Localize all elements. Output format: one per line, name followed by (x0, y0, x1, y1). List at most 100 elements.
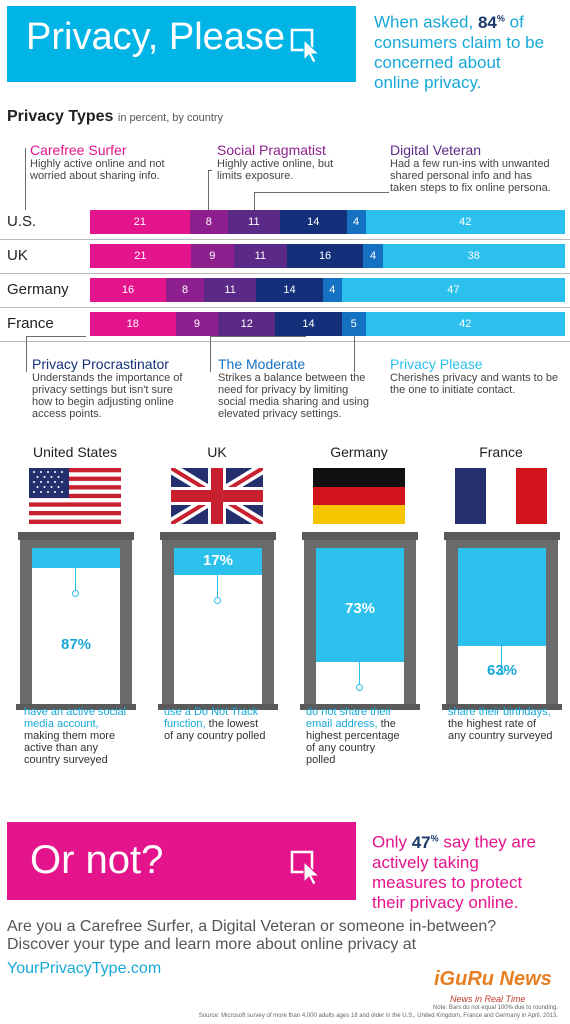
privacy-type-link[interactable]: YourPrivacyType.com (7, 960, 162, 977)
connector-line (26, 336, 86, 337)
bar-segment: 8 (166, 278, 204, 302)
row-label: Germany (7, 281, 69, 298)
page-title: Privacy, Please (26, 16, 286, 58)
country-percentage: 63% (486, 662, 518, 679)
blind-cord (359, 662, 360, 684)
country-note: use a Do Not Track function, the lowest … (164, 706, 266, 742)
germany-flag (313, 468, 405, 524)
type-privacy-procrastinator: Privacy Procrastinator Understands the i… (32, 356, 183, 420)
bar-segment: 21 (90, 244, 191, 268)
iguru-logo: iGuRu News (434, 968, 552, 990)
window-sill (442, 704, 562, 710)
section-title: Privacy Types in percent, by country (7, 108, 224, 125)
bar-value-label: 4 (369, 250, 377, 262)
window-lintel (160, 532, 276, 540)
window-pane: 87% (32, 548, 120, 704)
header-banner (7, 6, 356, 82)
blind-pull-ring (72, 590, 79, 597)
country-name: France (479, 444, 523, 460)
blind-cord (217, 575, 218, 597)
blind-pull-ring (214, 597, 221, 604)
footnote-note: Note: Bars do not equal 100% due to roun… (432, 1005, 558, 1011)
type-privacy-please: Privacy Please Cherishes privacy and wan… (390, 356, 559, 396)
footnote-source: Source: Microsoft survey of more than 4,… (198, 1013, 558, 1019)
bar-value-label: 9 (209, 250, 216, 262)
bar-value-label: 42 (459, 216, 472, 228)
country-name: Germany (330, 444, 388, 460)
france-flag (455, 468, 547, 524)
connector-line (254, 192, 255, 210)
row-separator (0, 307, 570, 308)
connector-line (254, 192, 389, 193)
window-blind (174, 548, 262, 575)
country-percentage: 87% (60, 636, 92, 653)
row-separator (0, 239, 570, 240)
bar-segment: 14 (275, 312, 342, 336)
stacked-bar: 21 9 11 16 4 38 (90, 244, 565, 268)
bar-segment: 14 (256, 278, 323, 302)
stacked-bar: 21 8 11 14 4 42 (90, 210, 565, 234)
window-sill (300, 704, 420, 710)
type-digital-veteran: Digital Veteran Had a few run-ins with u… (390, 142, 551, 194)
bar-segment: 12 (218, 312, 276, 336)
bar-value-label: 11 (224, 284, 236, 296)
ornot-banner (7, 822, 356, 900)
type-the-moderate: The Moderate Strikes a balance between t… (218, 356, 370, 420)
bar-value-label: 9 (193, 318, 200, 330)
bar-segment: 9 (190, 244, 234, 268)
bar-segment: 42 (365, 312, 565, 336)
window-lintel (302, 532, 418, 540)
bar-value-label: 47 (447, 284, 460, 296)
country-note: share their birthdays, the highest rate … (448, 706, 553, 742)
window-illustration: 63% (442, 532, 562, 710)
window-illustration: 87% (16, 532, 136, 710)
bar-value-label: 14 (302, 318, 315, 330)
row-label: U.S. (7, 213, 37, 230)
stacked-bar: 18 9 12 14 5 42 (90, 312, 565, 336)
bar-value-label: 12 (240, 318, 253, 330)
bar-segment: 4 (322, 278, 342, 302)
bar-value-label: 4 (352, 216, 360, 228)
row-separator (0, 341, 570, 342)
stacked-bar: 16 8 11 14 4 47 (90, 278, 565, 302)
window-pane: 63% (458, 548, 546, 704)
bar-value-label: 5 (350, 318, 357, 330)
window-illustration: 73% (300, 532, 420, 710)
blind-cord (501, 646, 502, 668)
bar-value-label: 16 (121, 284, 135, 296)
type-social-pragmatist: Social Pragmatist Highly active online, … (217, 142, 334, 182)
cursor-click-icon (290, 850, 321, 886)
header-stat: When asked, 84% of consumers claim to be… (374, 12, 545, 92)
connector-line (25, 148, 26, 210)
connector-line (208, 170, 212, 171)
bar-value-label: 21 (134, 250, 147, 262)
bar-value-label: 11 (248, 216, 260, 228)
window-pane: 73% (316, 548, 404, 704)
connector-line (208, 170, 209, 210)
bar-segment: 21 (90, 210, 190, 234)
blind-pull-ring (498, 668, 505, 675)
bar-segment: 16 (90, 278, 166, 302)
bar-segment: 18 (90, 312, 176, 336)
bar-segment: 42 (365, 210, 565, 234)
type-carefree-surfer: Carefree Surfer Highly active online and… (30, 142, 165, 182)
window-sill (16, 704, 136, 710)
connector-line (210, 336, 306, 337)
bar-segment: 9 (175, 312, 219, 336)
ornot-title: Or not? (30, 838, 164, 882)
bar-value-label: 14 (307, 216, 320, 228)
country-name: UK (207, 444, 227, 460)
country-percentage: 73% (344, 600, 376, 617)
blind-cord (75, 568, 76, 590)
bar-value-label: 14 (283, 284, 296, 296)
bar-segment: 16 (286, 244, 364, 268)
cursor-click-icon (290, 28, 321, 64)
connector-line (210, 336, 211, 372)
bar-segment: 14 (280, 210, 347, 234)
country-percentage: 17% (202, 552, 234, 569)
bar-value-label: 16 (318, 250, 332, 262)
bar-value-label: 42 (459, 318, 472, 330)
bar-value-label: 4 (329, 284, 336, 296)
window-pane: 17% (174, 548, 262, 704)
bar-value-label: 21 (133, 216, 146, 228)
